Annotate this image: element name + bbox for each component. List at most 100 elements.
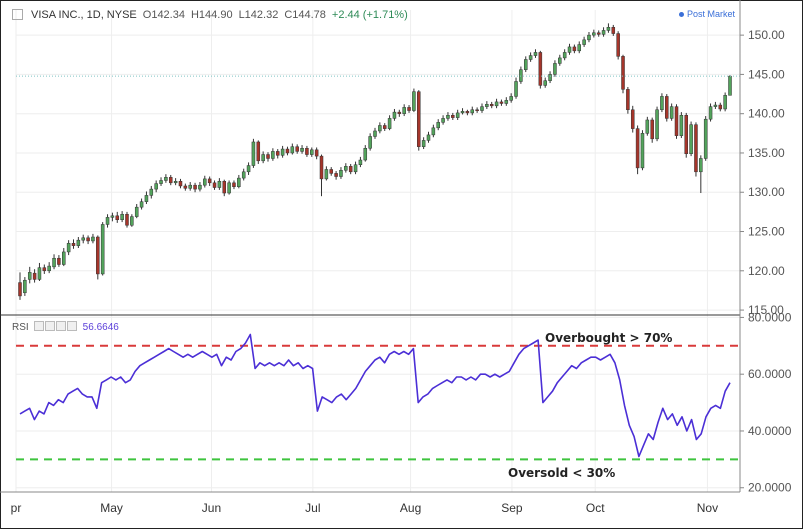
- candle-body: [567, 46, 572, 53]
- candle-body: [363, 148, 368, 161]
- rsi-value: 56.6646: [82, 322, 119, 333]
- candle-body: [203, 178, 207, 186]
- candle-body: [635, 128, 640, 169]
- candle-body: [421, 140, 426, 147]
- candle-body: [159, 180, 163, 184]
- candle-body: [660, 96, 664, 111]
- candle-body: [538, 52, 543, 86]
- rsi-settings-icons[interactable]: [33, 321, 78, 334]
- candle-body: [397, 111, 402, 114]
- candle-body: [105, 217, 110, 225]
- candle-body: [164, 177, 168, 181]
- candle-body: [718, 104, 723, 110]
- month-tick-label: Oct: [586, 501, 605, 515]
- candle-body: [66, 243, 71, 253]
- candle-body: [144, 195, 149, 202]
- candle-body: [334, 173, 338, 177]
- candle-body: [519, 69, 523, 82]
- candle-body: [237, 177, 241, 187]
- candle-body: [280, 148, 285, 156]
- rsi-tick-label: 80.0000: [748, 310, 792, 324]
- candle-body: [71, 243, 76, 246]
- rsi-series-line: [19, 333, 731, 458]
- more-icon[interactable]: [66, 321, 77, 331]
- candle-body: [665, 96, 669, 119]
- candle-body: [344, 166, 348, 171]
- candle-body: [305, 148, 309, 155]
- candle-body: [222, 180, 227, 194]
- candle-body: [451, 115, 455, 118]
- legend-toggle-icon[interactable]: [12, 8, 25, 22]
- candle-body: [694, 124, 698, 173]
- rsi-pane[interactable]: [16, 333, 740, 461]
- price-pane[interactable]: [16, 23, 740, 300]
- candle-body: [115, 215, 120, 220]
- candle-body: [154, 183, 158, 190]
- candle-body: [553, 63, 557, 75]
- candle-body: [32, 272, 37, 280]
- candle-body: [626, 89, 630, 111]
- settings-icon[interactable]: [44, 321, 55, 331]
- candle-body: [110, 215, 115, 218]
- candle-body: [412, 91, 416, 111]
- candle-body: [572, 46, 577, 52]
- candle-body: [606, 27, 611, 31]
- candle-body: [256, 141, 261, 162]
- candle-body: [689, 124, 693, 155]
- rsi-label[interactable]: RSI: [12, 322, 29, 333]
- candle-body: [480, 106, 484, 111]
- candle-body: [314, 149, 319, 157]
- candle-body: [455, 112, 460, 118]
- symbol-label[interactable]: VISA INC., 1D, NYSE: [31, 9, 137, 21]
- candle-body: [353, 164, 358, 173]
- high-value: H144.90: [190, 9, 233, 21]
- candle-body: [23, 279, 27, 294]
- grid: [15, 10, 740, 492]
- candle-body: [18, 282, 22, 297]
- candle-body: [528, 55, 533, 60]
- close-icon[interactable]: [55, 321, 66, 331]
- candle-body: [329, 169, 333, 174]
- candle-body: [310, 149, 314, 155]
- candle-body: [251, 141, 256, 166]
- candle-body: [728, 75, 732, 96]
- candle-body: [212, 182, 217, 188]
- price-tick-label: 150.00: [748, 28, 785, 42]
- candle-body: [52, 257, 56, 268]
- candle-body: [266, 154, 270, 159]
- candle-body: [37, 267, 42, 280]
- overbought-annotation: Overbought > 70%: [545, 331, 673, 345]
- candle-body: [339, 169, 343, 177]
- post-market-badge[interactable]: Post Market: [678, 9, 735, 19]
- candle-body: [558, 57, 562, 64]
- candle-body: [62, 251, 66, 265]
- eye-icon[interactable]: [33, 321, 44, 331]
- candle-body: [368, 136, 372, 149]
- price-tick-label: 115.00: [748, 303, 784, 317]
- candle-body: [640, 133, 645, 169]
- price-tick-label: 140.00: [748, 107, 785, 121]
- candle-body: [193, 184, 197, 190]
- candle-body: [703, 118, 708, 159]
- candle-body: [319, 155, 324, 180]
- candle-body: [587, 34, 591, 41]
- candle-body: [382, 125, 387, 129]
- candle-body: [548, 74, 552, 81]
- candle-body: [504, 100, 509, 104]
- candle-body: [81, 237, 85, 241]
- month-tick-label: Sep: [501, 501, 523, 515]
- price-legend: VISA INC., 1D, NYSE O142.34 H144.90 L142…: [12, 8, 408, 22]
- candle-body: [57, 257, 61, 265]
- low-value: L142.32: [238, 9, 279, 21]
- post-market-label: Post Market: [686, 9, 735, 19]
- price-tick-label: 145.00: [748, 67, 785, 81]
- candle-body: [261, 154, 265, 162]
- candle-body: [523, 59, 528, 70]
- candle-body: [509, 96, 513, 101]
- candle-body: [76, 239, 81, 246]
- candle-body: [27, 272, 32, 280]
- price-tick-label: 120.00: [748, 264, 785, 278]
